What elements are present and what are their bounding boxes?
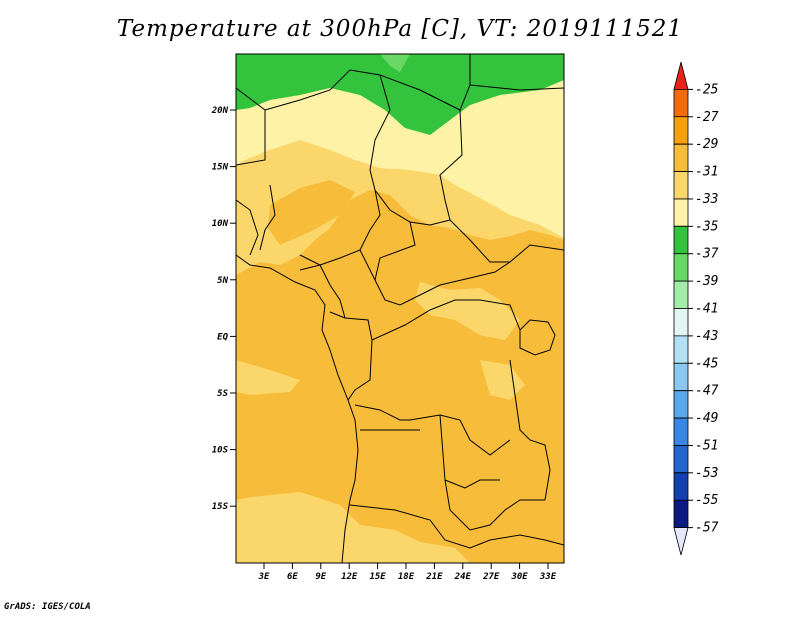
- field-band-31-29: [236, 190, 564, 563]
- colorbar-swatch: [673, 499, 689, 529]
- lon-tick-label: 12E: [341, 572, 358, 582]
- lat-tick-label: 10N: [212, 219, 229, 229]
- lat-tick-label: 20N: [211, 106, 229, 116]
- colorbar-label: -37: [695, 247, 719, 262]
- colorbar-swatch: [673, 417, 689, 446]
- lon-tick-label: 3E: [258, 572, 270, 582]
- map-title: Temperature at 300hPa [C], VT: 201911152…: [116, 16, 684, 42]
- grads-credit: GrADS: IGES/COLA: [4, 602, 91, 612]
- colorbar: -25 -27 -29 -31 -33 -35 -37 -39 -41 -43 -45 -47 -49 -…: [673, 61, 719, 556]
- lat-tick-label: 15N: [212, 163, 229, 173]
- lat-tick-label: 10S: [212, 446, 229, 456]
- lat-tick-label: 15S: [212, 502, 229, 512]
- lon-tick-label: 9E: [315, 572, 326, 582]
- colorbar-label: -51: [695, 438, 718, 453]
- colorbar-swatch: [673, 253, 689, 282]
- map-frame: [235, 53, 565, 564]
- colorbar-swatch: [673, 527, 689, 556]
- colorbar-swatch: [673, 335, 689, 364]
- colorbar-swatch: [673, 225, 689, 255]
- colorbar-swatch: [673, 362, 689, 392]
- colorbar-swatch: [673, 61, 689, 90]
- colorbar-swatch: [673, 445, 689, 474]
- lon-tick-label: 27E: [482, 572, 500, 582]
- lat-tick-label: 5N: [217, 276, 228, 286]
- colorbar-label: -33: [695, 192, 718, 207]
- colorbar-label: -27: [695, 110, 719, 125]
- colorbar-swatch: [673, 198, 689, 227]
- lon-tick-label: 30E: [510, 572, 528, 582]
- lon-tick-label: 6E: [287, 572, 298, 582]
- colorbar-swatch: [673, 308, 689, 337]
- colorbar-swatch: [673, 171, 689, 200]
- colorbar-label: -49: [695, 411, 718, 426]
- lon-tick-label: 15E: [369, 572, 386, 582]
- colorbar-label: -41: [695, 302, 718, 317]
- lon-tick-label: 33E: [539, 572, 557, 582]
- lon-tick-label: 21E: [425, 572, 443, 582]
- colorbar-label: -55: [695, 493, 719, 508]
- temperature-field: [236, 54, 564, 563]
- colorbar-swatch: [673, 116, 689, 145]
- field-pocket-33-31-coast: [236, 360, 300, 395]
- country-borders: [236, 54, 564, 563]
- field-band-39-37: [380, 54, 410, 72]
- colorbar-label: -25: [695, 82, 719, 97]
- field-pocket-33-31-east: [415, 282, 520, 340]
- lon-tick-label: 18E: [398, 572, 415, 582]
- colorbar-label: -43: [695, 329, 718, 344]
- lat-tick-label: EQ: [217, 332, 228, 342]
- field-pocket-33-31-lakes: [480, 360, 525, 400]
- field-band-37-35: [236, 54, 564, 135]
- field-band-33-31-south: [236, 492, 470, 563]
- colorbar-label: -45: [695, 356, 719, 371]
- colorbar-swatch: [673, 472, 689, 501]
- colorbar-swatch: [673, 280, 689, 309]
- colorbar-label: -29: [695, 137, 718, 152]
- longitude-axis: 3E 6E 9E 12E 15E 18E 21E 24E 27E 30E 33E: [258, 563, 557, 582]
- colorbar-label: -31: [695, 165, 718, 180]
- colorbar-swatch: [673, 390, 689, 419]
- colorbar-label: -47: [695, 384, 719, 399]
- colorbar-swatch: [673, 143, 689, 172]
- lon-tick-label: 24E: [454, 572, 472, 582]
- colorbar-label: -57: [695, 521, 719, 536]
- field-band-31-29-west: [268, 180, 355, 245]
- colorbar-swatch: [673, 88, 689, 118]
- colorbar-label: -53: [695, 466, 718, 481]
- lat-tick-label: 5S: [217, 389, 228, 399]
- colorbar-label: -35: [695, 219, 719, 234]
- colorbar-label: -39: [695, 274, 718, 289]
- latitude-axis: 20N 15N 10N 5N EQ 5S 10S 15S: [211, 106, 236, 512]
